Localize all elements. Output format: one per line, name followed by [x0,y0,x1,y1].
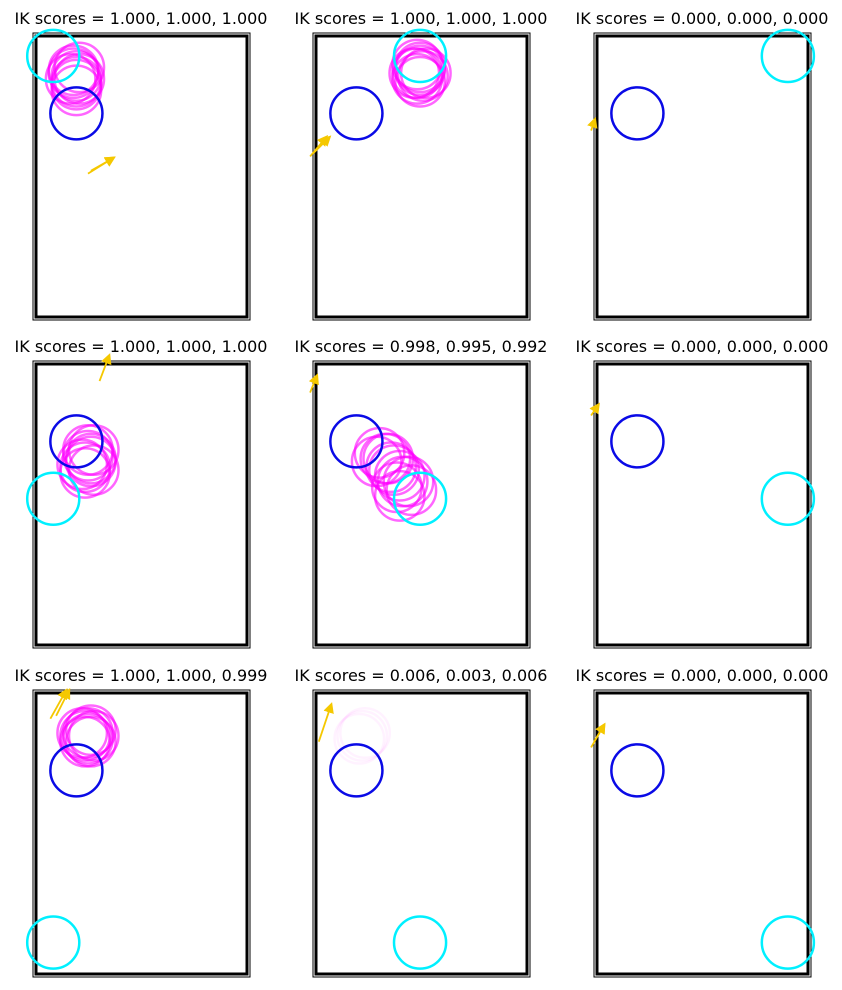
panel-title: IK scores = 0.000, 0.000, 0.000 [576,9,829,28]
magenta-trajectory-circle [394,55,447,108]
panel-inner-frame [595,34,810,319]
magenta-trajectory-circle [53,41,106,94]
blue-circle [610,743,665,798]
panel-outer-frame [593,360,812,649]
panel-inner-frame [314,34,529,319]
panel-outer-frame [32,32,251,321]
blue-circle [610,414,665,469]
magenta-trajectory-circle [391,38,444,91]
panel-outer-frame [32,689,251,978]
panel-title: IK scores = 0.998, 0.995, 0.992 [295,337,548,356]
yellow-arrow [312,135,332,155]
cyan-circle [25,28,81,84]
cyan-circle [760,28,816,84]
magenta-trajectory-circle [396,50,449,103]
cyan-circle [25,915,81,970]
yellow-arrow [55,688,71,717]
panel-inner-frame [314,691,529,976]
panel-title: IK scores = 1.000, 1.000, 1.000 [15,9,268,28]
cyan-circle [25,471,81,527]
magenta-trajectory-circle [333,712,386,765]
magenta-trajectory-circle [391,52,444,105]
magenta-trajectory-circle [339,707,392,760]
cyan-circle [760,915,816,970]
panel-title: IK scores = 0.000, 0.000, 0.000 [576,666,829,685]
panel-6: IK scores = 0.000, 0.000, 0.000 [576,337,829,649]
panel-title: IK scores = 1.000, 1.000, 1.000 [295,9,548,28]
blue-circle [49,743,104,798]
cyan-circle [392,915,448,970]
panel-5: IK scores = 0.998, 0.995, 0.992 [295,337,548,649]
magenta-trajectory-circle [56,438,109,491]
panel-inner-frame [314,362,529,647]
panel-title: IK scores = 0.000, 0.000, 0.000 [576,337,829,356]
panel-outer-frame [593,689,812,978]
panel-outer-frame [312,32,531,321]
panel-title: IK scores = 0.006, 0.003, 0.006 [295,666,548,685]
blue-circle [49,86,104,141]
cyan-circle [760,471,816,527]
magenta-trajectory-circle [59,715,112,768]
panel-outer-frame [32,360,251,649]
panel-4: IK scores = 1.000, 1.000, 1.000 [15,337,268,649]
blue-circle [329,86,384,141]
panel-7: IK scores = 1.000, 1.000, 0.999 [15,666,268,978]
magenta-trajectory-circle [365,441,418,494]
magenta-trajectory-circle [385,464,438,517]
magenta-trajectory-circle [44,52,97,105]
yellow-arrow [589,402,600,417]
panel-outer-frame [593,32,812,321]
yellow-arrow [587,116,598,131]
panel-inner-frame [34,34,249,319]
magenta-trajectory-circle [61,707,114,760]
panel-2: IK scores = 1.000, 1.000, 1.000 [295,9,548,321]
yellow-arrow [98,353,112,382]
panel-8: IK scores = 0.006, 0.003, 0.006 [295,666,548,978]
yellow-arrow [593,722,606,743]
panel-inner-frame [34,691,249,976]
yellow-arrow [317,702,334,742]
cyan-circle [392,28,448,84]
blue-circle [610,86,665,141]
panel-outer-frame [312,360,531,649]
cyan-circle [392,471,448,527]
magenta-trajectory-circle [394,44,447,97]
panel-inner-frame [595,362,810,647]
panel-3: IK scores = 0.000, 0.000, 0.000 [576,9,829,321]
panel-1: IK scores = 1.000, 1.000, 1.000 [15,9,268,321]
magenta-trajectory-circle [373,469,426,522]
panel-outer-frame [312,689,531,978]
panel-inner-frame [34,362,249,647]
magenta-trajectory-circle [47,47,100,100]
magenta-trajectory-circle [336,709,389,762]
panel-title: IK scores = 1.000, 1.000, 1.000 [15,337,268,356]
panel-title: IK scores = 1.000, 1.000, 0.999 [15,666,268,685]
blue-circle [49,414,104,469]
blue-circle [329,743,384,798]
panel-9: IK scores = 0.000, 0.000, 0.000 [576,666,829,978]
blue-circle [329,414,384,469]
magenta-trajectory-circle [59,441,112,494]
yellow-arrow [308,373,319,393]
magenta-trajectory-circle [64,704,117,757]
panel-inner-frame [595,691,810,976]
magenta-trajectory-circle [67,709,120,762]
magenta-trajectory-circle [382,455,435,508]
yellow-arrow [90,156,116,172]
